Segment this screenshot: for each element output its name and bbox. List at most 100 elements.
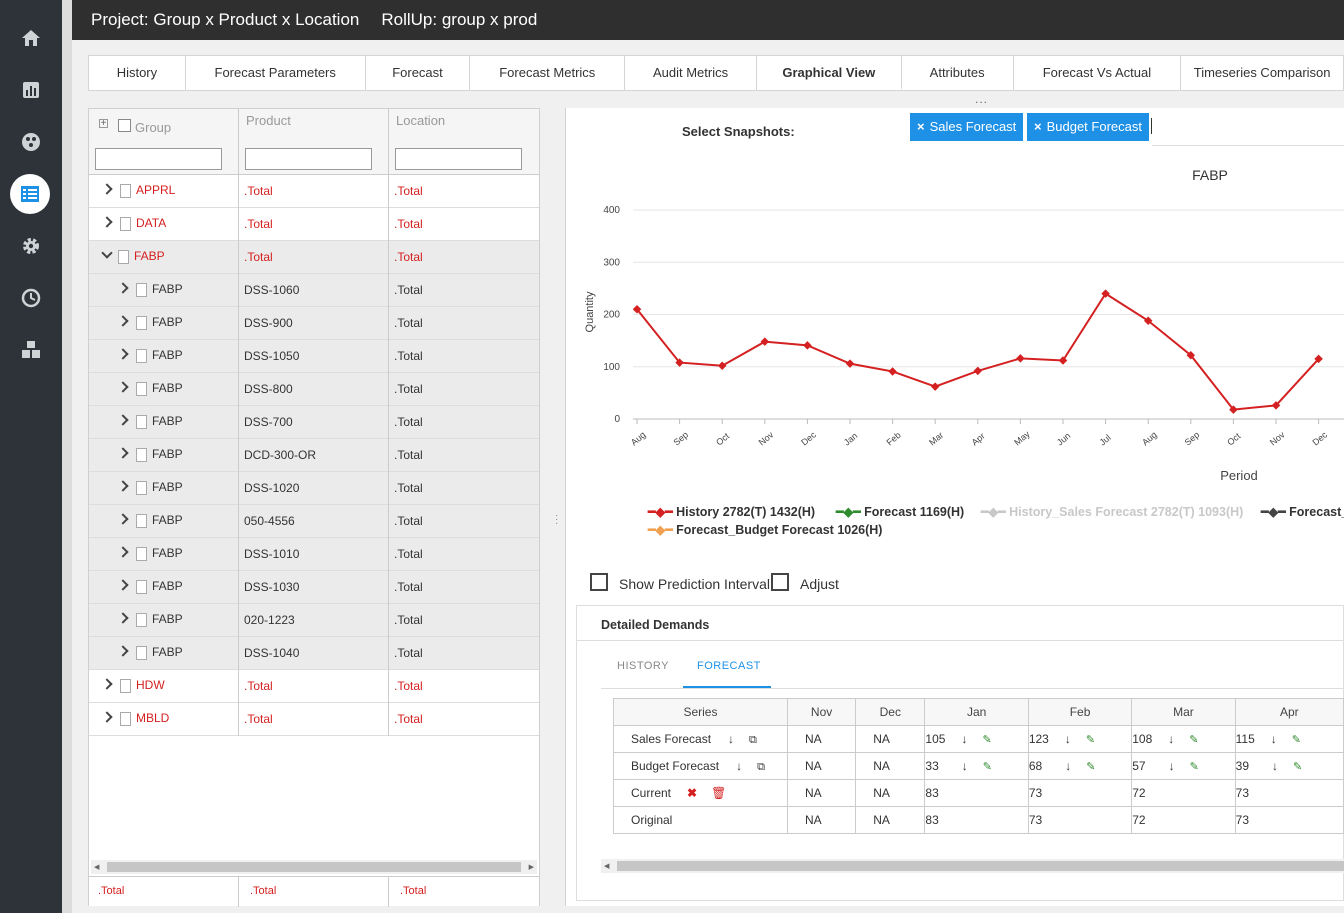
chevron-right-icon[interactable] [117,546,129,558]
chevron-right-icon[interactable] [117,513,129,525]
cell-mar[interactable]: 108 [1132,732,1153,746]
home-icon[interactable] [13,20,49,56]
chevron-right-icon[interactable] [117,381,129,393]
clear-x-icon[interactable]: ✖ [687,786,698,800]
tab-timeseries-comparison[interactable]: Timeseries Comparison [1193,65,1331,80]
scroll-thumb[interactable] [107,862,521,872]
tab-attributes[interactable]: Attributes [902,56,1014,90]
grid-horizontal-scrollbar[interactable]: ◀ ▶ [91,860,537,874]
chevron-right-icon[interactable] [117,447,129,459]
tab-forecast-parameters[interactable]: Forecast Parameters [186,56,366,90]
edit-pencil-icon[interactable]: ✎ [982,761,992,773]
edit-pencil-icon[interactable]: ✎ [1189,761,1199,773]
scroll-left-icon[interactable]: ◀ [94,864,100,871]
table-row[interactable]: HDW .Total .Total [89,670,539,703]
legend-forecast[interactable]: ━◆━ Forecast 1169(H) [836,504,964,519]
table-row[interactable]: FABP DSS-1050 .Total [89,340,539,373]
demands-tab-forecast[interactable]: FORECAST [697,660,761,672]
chevron-right-icon[interactable] [117,612,129,624]
table-row[interactable]: FABP DSS-900 .Total [89,307,539,340]
cell-jan[interactable]: 33 [925,759,939,773]
table-row[interactable]: FABP DSS-1010 .Total [89,538,539,571]
table-row[interactable]: FABP DSS-1030 .Total [89,571,539,604]
table-row[interactable]: FABP DSS-1020 .Total [89,472,539,505]
legend-forecast-budget[interactable]: ━◆━ Forecast_Budget Forecast 1026(H) [648,522,882,537]
tab-forecast-metrics[interactable]: Forecast Metrics [470,56,626,90]
chevron-right-icon[interactable] [117,282,129,294]
chevron-right-icon[interactable] [117,315,129,327]
expand-all-icon[interactable]: + [99,118,108,129]
table-row[interactable]: FABP DSS-1040 .Total [89,637,539,670]
cell-mar[interactable]: 57 [1132,759,1146,773]
product-filter-input[interactable] [245,148,372,170]
table-icon[interactable] [10,174,50,214]
legend-history-sales-forecast[interactable]: ━◆━ History_Sales Forecast 2782(T) 1093(… [981,504,1243,519]
table-row[interactable]: FABP DSS-1060 .Total [89,274,539,307]
copy-down-icon[interactable]: ↓ [1065,759,1072,773]
edit-pencil-icon[interactable]: ✎ [1085,734,1096,746]
prediction-interval-checkbox[interactable] [590,573,608,591]
scroll-left-icon[interactable]: ◀ [604,863,610,870]
edit-pencil-icon[interactable]: ✎ [982,734,992,746]
tab-audit-metrics[interactable]: Audit Metrics [625,56,757,90]
scroll-right-icon[interactable]: ▶ [528,864,534,871]
snapshot-chip-sales-forecast[interactable]: × Sales Forecast [910,113,1024,141]
chevron-right-icon[interactable] [117,579,129,591]
chevron-right-icon[interactable] [101,216,113,228]
adjust-checkbox[interactable] [771,573,789,591]
copy-down-icon[interactable]: ↓ [728,731,735,746]
tab-forecast[interactable]: Forecast [366,56,471,90]
tab-forecast-vs-actual[interactable]: Forecast Vs Actual [1014,56,1182,90]
table-row[interactable]: MBLD .Total .Total [89,703,539,736]
tab-graphical-view[interactable]: Graphical View [756,56,902,90]
copy-down-icon[interactable]: ↓ [961,732,968,746]
clone-icon[interactable]: ⧉ [749,733,757,746]
group-filter-input[interactable] [95,148,222,170]
demands-horizontal-scrollbar[interactable]: ◀ [601,859,1344,873]
select-all-checkbox[interactable] [118,119,131,132]
location-filter-input[interactable] [395,148,522,170]
cell-jan[interactable]: 105 [925,732,946,746]
chevron-right-icon[interactable] [101,183,113,195]
table-row[interactable]: FABP DSS-800 .Total [89,373,539,406]
table-row[interactable]: DATA .Total .Total [89,208,539,241]
copy-down-icon[interactable]: ↓ [1168,732,1175,746]
chevron-right-icon[interactable] [117,414,129,426]
scroll-thumb[interactable] [617,861,1344,871]
copy-down-icon[interactable]: ↓ [1168,759,1175,773]
cell-feb[interactable]: 123 [1028,732,1049,746]
tab-history[interactable]: History [89,56,186,90]
cell-apr[interactable]: 39 [1235,759,1249,773]
clone-icon[interactable]: ⧉ [757,760,765,773]
demands-tab-history[interactable]: HISTORY [617,660,669,672]
chart-icon[interactable] [13,72,49,108]
clock-icon[interactable] [13,280,49,316]
palette-icon[interactable] [13,124,49,160]
copy-down-icon[interactable]: ↓ [736,758,743,773]
copy-down-icon[interactable]: ↓ [1064,732,1071,746]
table-row[interactable]: FABP .Total .Total [89,241,539,274]
snapshot-input-cursor[interactable] [1151,118,1152,134]
chevron-right-icon[interactable] [117,348,129,360]
edit-pencil-icon[interactable]: ✎ [1189,734,1199,746]
edit-pencil-icon[interactable]: ✎ [1293,761,1303,773]
copy-down-icon[interactable]: ↓ [1270,732,1277,746]
edit-pencil-icon[interactable]: ✎ [1086,761,1096,773]
chevron-right-icon[interactable] [117,480,129,492]
cubes-icon[interactable] [13,332,49,368]
gear-icon[interactable] [13,228,49,264]
chevron-right-icon[interactable] [117,645,129,657]
chevron-right-icon[interactable] [101,678,113,690]
table-row[interactable]: FABP DSS-700 .Total [89,406,539,439]
table-row[interactable]: FABP 050-4556 .Total [89,505,539,538]
panel-splitter-handle[interactable]: · · · [555,510,559,529]
delete-trash-icon[interactable]: 🗑 [711,786,727,800]
cell-feb[interactable]: 68 [1028,759,1043,773]
legend-history[interactable]: ━◆━ History 2782(T) 1432(H) [648,504,815,519]
copy-down-icon[interactable]: ↓ [961,759,968,773]
chevron-down-icon[interactable] [101,247,113,259]
chevron-right-icon[interactable] [101,711,113,723]
cell-apr[interactable]: 115 [1235,732,1255,746]
snapshot-chip-budget-forecast[interactable]: × Budget Forecast [1027,113,1149,141]
copy-down-icon[interactable]: ↓ [1272,759,1278,773]
